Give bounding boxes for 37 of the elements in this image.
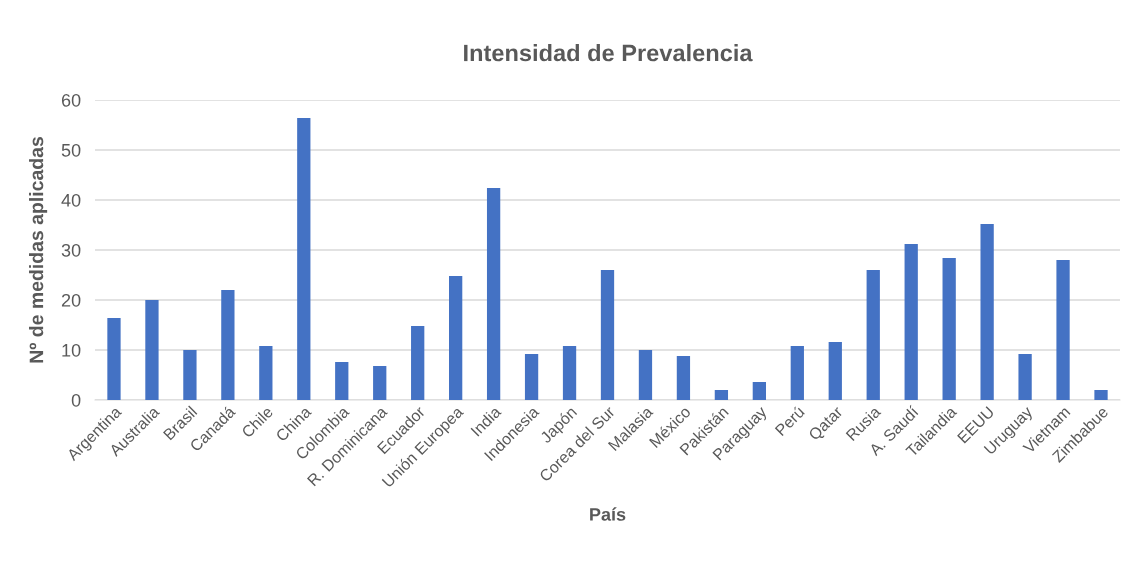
bar [221,290,235,400]
bar [107,318,121,400]
bar [373,366,387,400]
y-axis-title: Nº de medidas aplicadas [29,137,48,363]
bar [259,346,273,400]
bar [145,300,159,400]
y-tick-label: 20 [61,293,81,307]
bar [828,342,842,400]
y-tick-label: 30 [61,243,81,257]
y-tick-label: 60 [61,93,81,107]
bar [524,354,539,400]
bar [790,346,804,400]
bar [714,390,729,400]
bar [183,350,197,400]
bar [752,382,766,400]
bar [411,326,425,400]
bar [676,356,691,400]
bar [486,188,501,400]
chart-title: Intensidad de Prevalencia [464,44,753,62]
bar [1056,260,1070,400]
bar [904,244,918,400]
bar [297,118,311,400]
y-tick-label: 0 [71,393,81,407]
bar [1094,390,1108,400]
y-tick-label: 50 [61,143,81,157]
bar [866,270,880,400]
bar [638,350,653,400]
x-axis-title: País [590,507,626,521]
bar [562,346,577,400]
bar [942,258,956,400]
bar [980,224,994,400]
bar [1018,354,1032,400]
bar [335,362,349,400]
y-tick-label: 10 [62,343,81,357]
y-tick-label: 40 [61,193,81,207]
bar [449,276,463,400]
bar [600,270,615,400]
